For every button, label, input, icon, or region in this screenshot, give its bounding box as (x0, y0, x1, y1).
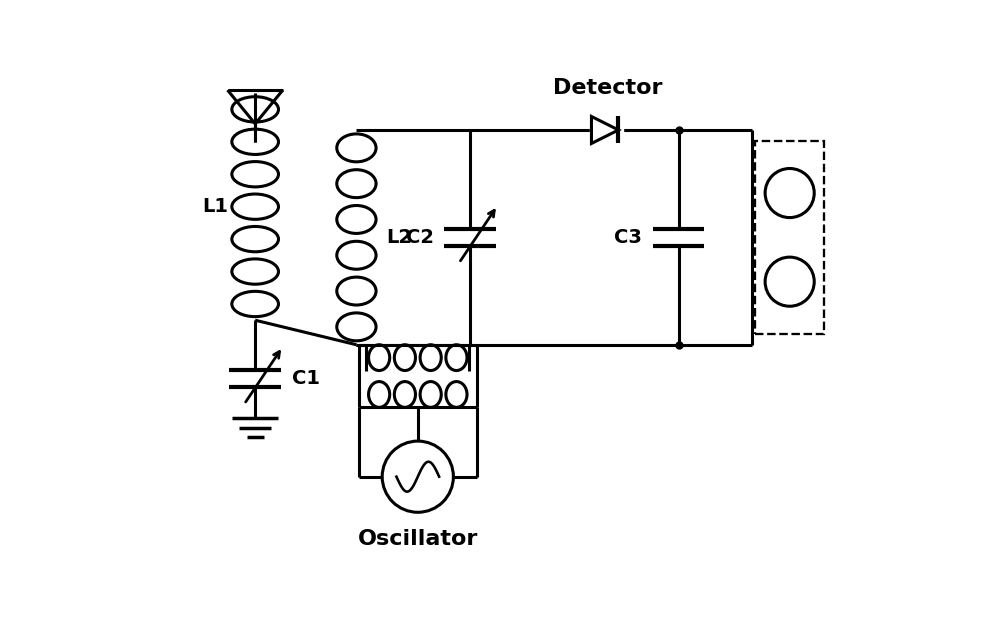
Text: Detector: Detector (553, 78, 663, 98)
Polygon shape (591, 116, 618, 144)
Text: C3: C3 (614, 228, 642, 247)
Text: Oscillator: Oscillator (358, 529, 478, 549)
Text: L1: L1 (203, 197, 228, 216)
Text: C2: C2 (406, 228, 434, 247)
Text: C1: C1 (292, 369, 320, 388)
Text: L2: L2 (386, 228, 411, 247)
